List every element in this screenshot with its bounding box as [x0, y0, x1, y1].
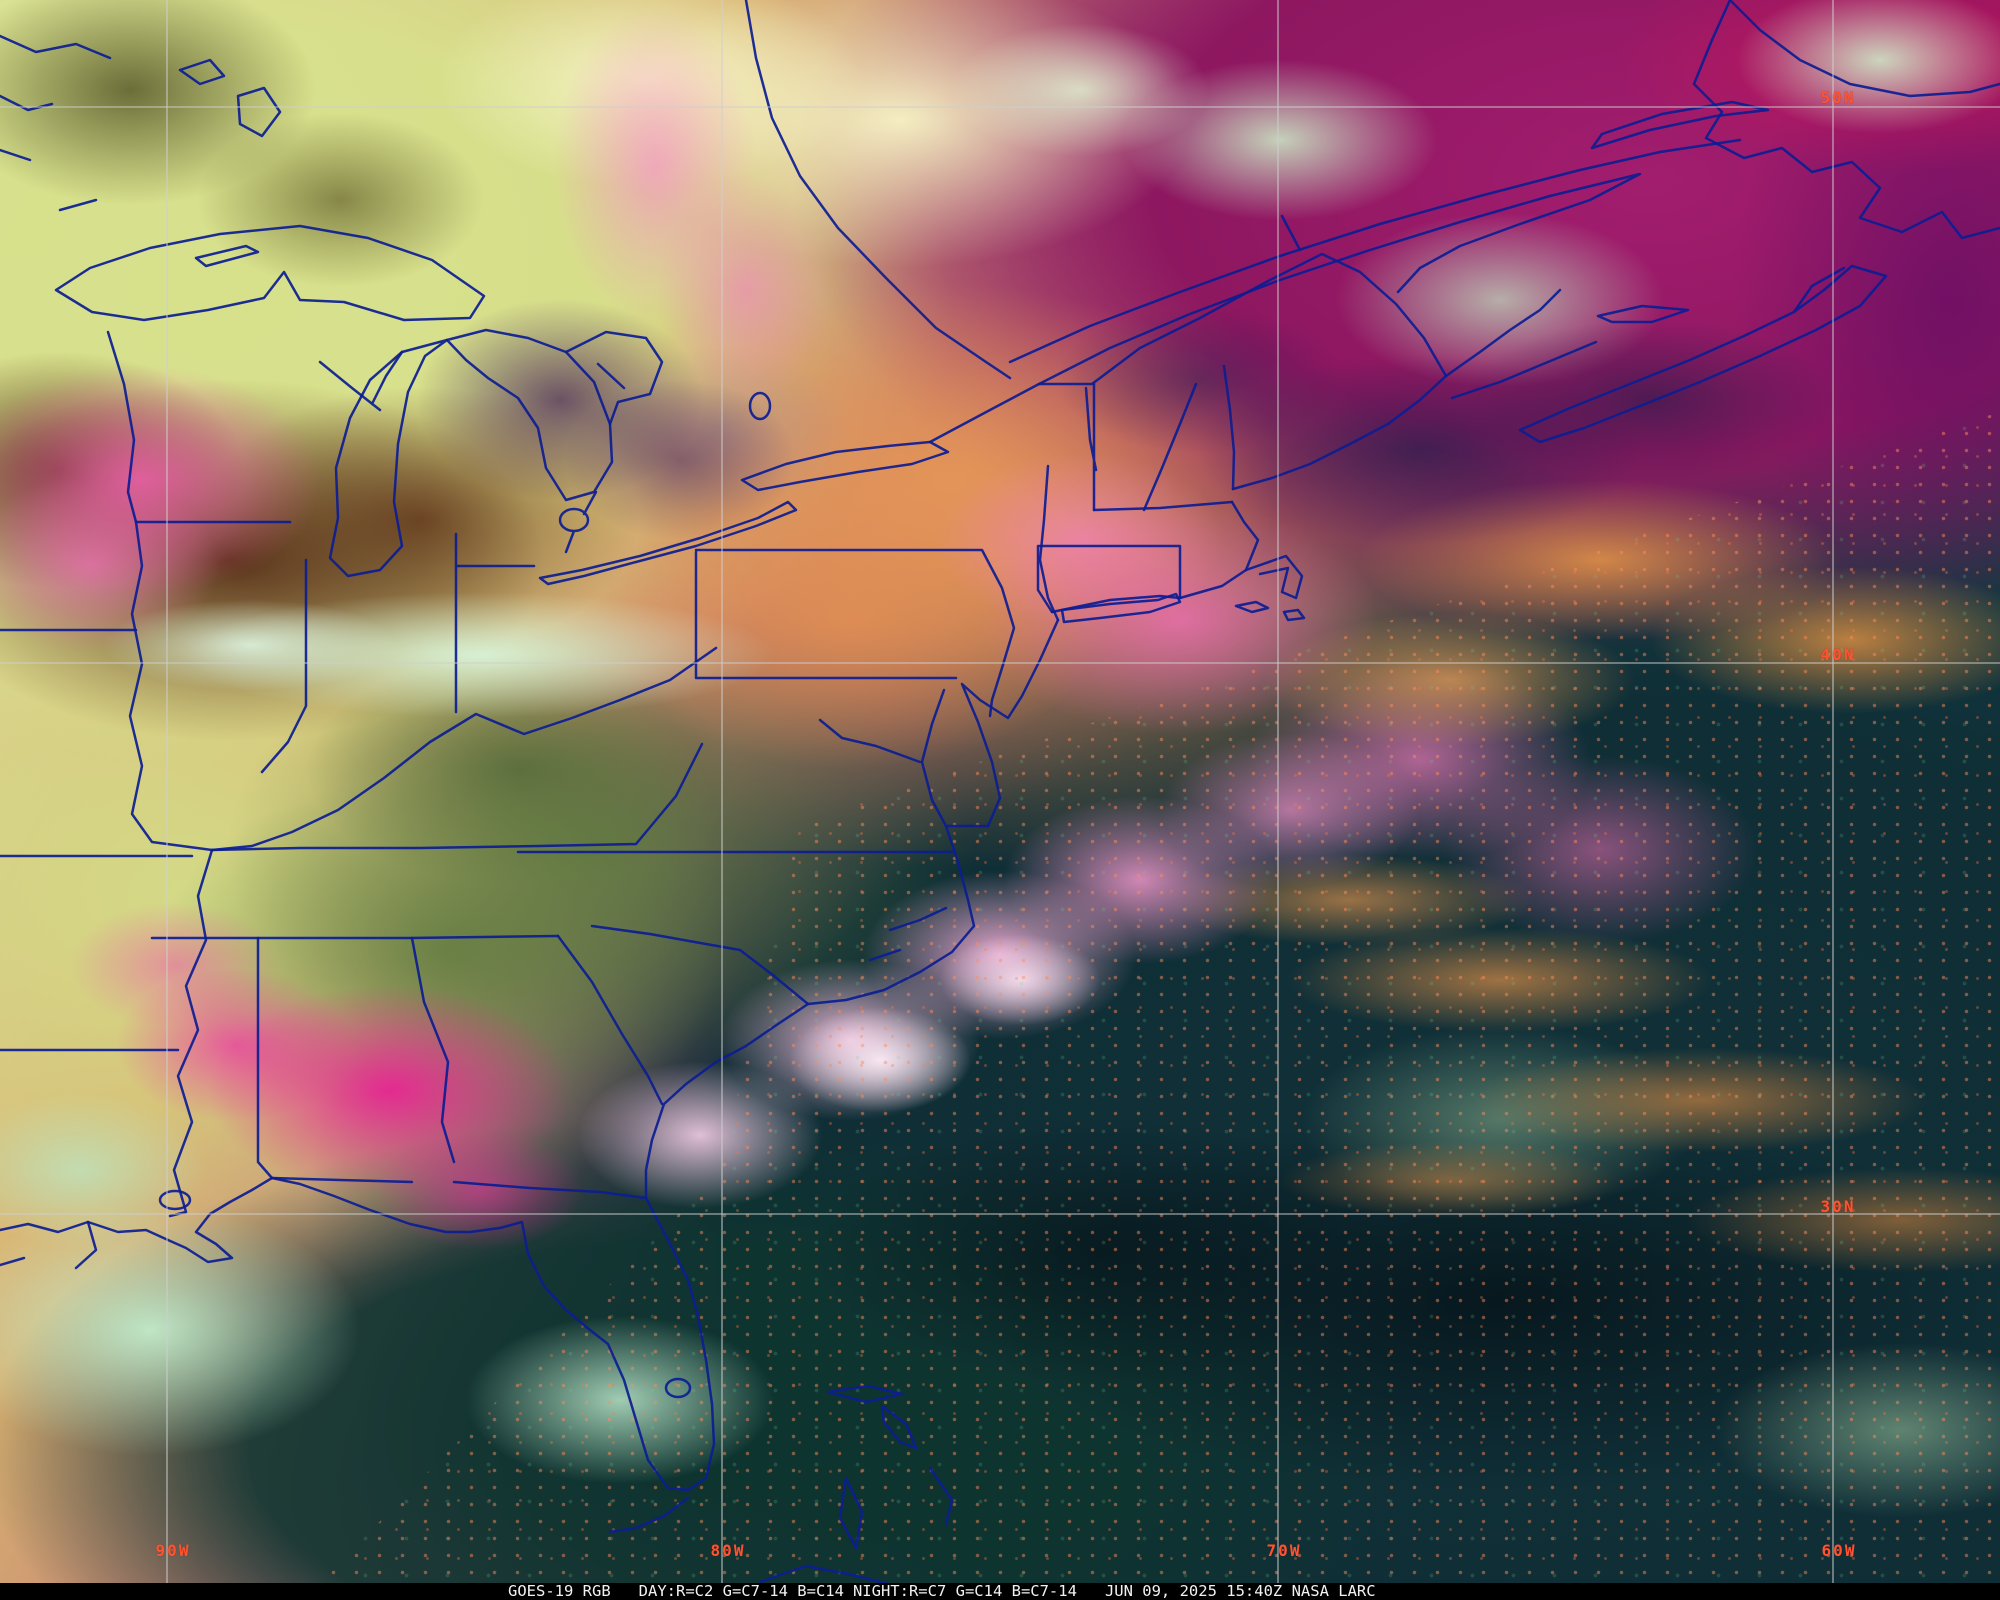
grid-label-60w: 60W	[1821, 1541, 1857, 1560]
grid-label-50n: 50N	[1820, 88, 1856, 107]
grid-label-70w: 70W	[1266, 1541, 1302, 1560]
grid-label-90w: 90W	[155, 1541, 191, 1560]
caption-day-formula: DAY:R=C2 G=C7-14 B=C14	[638, 1582, 844, 1600]
caption-text: GOES-19 RGB DAY:R=C2 G=C7-14 B=C14 NIGHT:R…	[508, 1583, 1376, 1600]
caption-satellite: GOES-19 RGB	[508, 1582, 611, 1600]
grid-label-30n: 30N	[1820, 1197, 1856, 1216]
caption-night-formula: NIGHT:R=C7 G=C14 B=C7-14	[852, 1582, 1077, 1600]
grid-label-40n: 40N	[1820, 645, 1856, 664]
grid-label-80w: 80W	[710, 1541, 746, 1560]
caption-timestamp-credit: JUN 09, 2025 15:40Z NASA LARC	[1104, 1582, 1376, 1600]
caption-bar: GOES-19 RGB DAY:R=C2 G=C7-14 B=C14 NIGHT:R…	[0, 1583, 2000, 1600]
